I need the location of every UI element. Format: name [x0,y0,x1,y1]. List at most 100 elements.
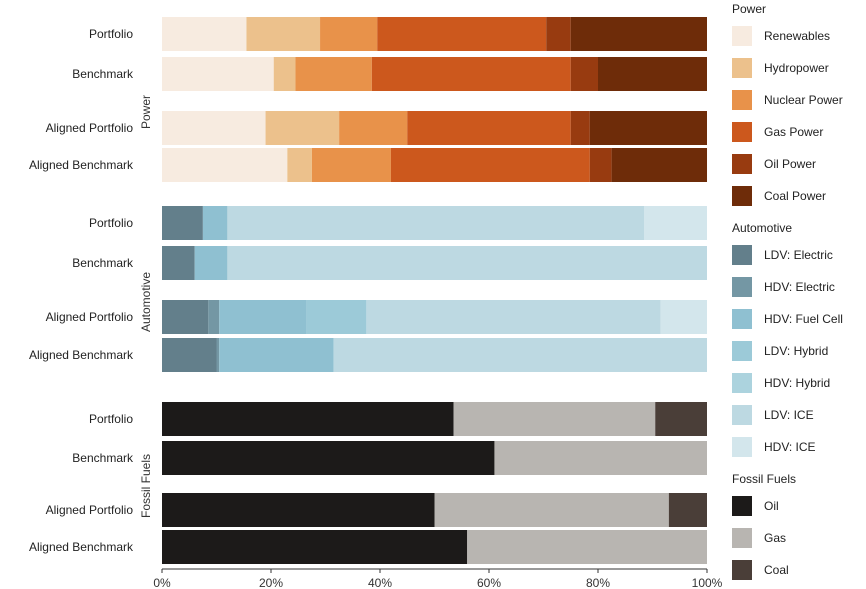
legend-swatch-gas-power [732,122,752,142]
legend-label-hdv-hybrid: HDV: Hybrid [764,376,830,390]
legend-label-ldv-hybrid: LDV: Hybrid [764,344,828,358]
legend-swatch-ldv-hybrid [732,341,752,361]
x-tick-label: 100% [692,576,723,589]
legend-swatch-ldv-ice [732,405,752,425]
category-label-aligned-portfolio: Aligned Portfolio [46,503,134,517]
legend-swatch-hdv-ice [732,437,752,457]
category-label-benchmark: Benchmark [72,256,134,270]
category-label-benchmark: Benchmark [72,67,134,81]
legend-group-automotive: Automotive LDV: Electric HDV: Electric HDV:… [732,221,843,457]
bar-segment-automotive-aligned-benchmark-hdv-fuel-cell [219,338,334,372]
category-label-aligned-benchmark: Aligned Benchmark [29,348,134,362]
x-tick-label: 20% [259,576,283,589]
legend-swatch-gas [732,528,752,548]
bar-segment-automotive-portfolio-ldv-electric [162,206,203,240]
bar-segment-automotive-portfolio-ldv-ice [227,206,645,240]
bar-segment-automotive-aligned-portfolio-hdv-fuel-cell [219,300,307,334]
legend-label-hdv-ice: HDV: ICE [764,440,816,454]
bar-segment-automotive-aligned-portfolio-hdv-ice [660,300,707,334]
bar-segment-power-portfolio-nuclear-power [320,17,378,51]
legend-group-power: Power Renewables Hydropower Nuclear Power Ga… [732,2,843,206]
bar-segment-power-portfolio-hydropower [246,17,321,51]
legend-title-power: Power [732,2,766,16]
category-label-portfolio: Portfolio [89,27,133,41]
bar-segment-automotive-aligned-benchmark-ldv-electric [162,338,217,372]
legend-label-oil: Oil [764,499,779,513]
legend-label-gas: Gas [764,531,786,545]
legend-label-gas-power: Gas Power [764,125,823,139]
category-label-benchmark: Benchmark [72,451,134,465]
legend-swatch-oil-power [732,154,752,174]
legend-swatch-coal [732,560,752,580]
bar-segment-power-aligned-benchmark-hydropower [287,148,312,182]
bar-segment-automotive-aligned-benchmark-ldv-ice [333,338,707,372]
category-label-portfolio: Portfolio [89,216,133,230]
bar-segment-fossil-fuels-benchmark-gas [494,441,707,475]
legend-label-coal-power: Coal Power [764,189,826,203]
legend: Power Renewables Hydropower Nuclear Power Ga… [732,2,843,580]
bar-segment-power-benchmark-coal-power [598,57,707,91]
bar-segment-power-aligned-benchmark-oil-power [589,148,612,182]
legend-swatch-hdv-fuel-cell [732,309,752,329]
bar-segment-power-aligned-benchmark-coal-power [611,148,708,182]
legend-swatch-hydropower [732,58,752,78]
bar-segment-automotive-aligned-portfolio-ldv-hybrid [306,300,367,334]
legend-label-hdv-fuel-cell: HDV: Fuel Cell [764,312,843,326]
bar-segment-power-aligned-benchmark-renewables [162,148,288,182]
bar-segment-automotive-portfolio-hdv-fuel-cell [202,206,228,240]
bar-segment-power-portfolio-coal-power [570,17,707,51]
bar-segment-automotive-aligned-portfolio-hdv-electric [208,300,220,334]
legend-swatch-ldv-electric [732,245,752,265]
x-axis: 0% 20% 40% 60% 80% 100% [153,568,723,589]
legend-label-renewables: Renewables [764,29,830,43]
bar-segment-fossil-fuels-benchmark-oil [162,441,495,475]
category-label-portfolio: Portfolio [89,412,133,426]
bar-segment-fossil-fuels-portfolio-gas [453,402,656,436]
legend-swatch-oil [732,496,752,516]
panel-automotive: Automotive Portfolio Benchmark Aligned Port… [29,206,707,372]
bar-segment-power-benchmark-nuclear-power [295,57,372,91]
bar-segment-fossil-fuels-aligned-benchmark-oil [162,530,468,564]
legend-title-automotive: Automotive [732,221,792,235]
legend-swatch-coal-power [732,186,752,206]
bar-segment-power-benchmark-renewables [162,57,274,91]
bar-segment-automotive-aligned-benchmark-hdv-electric [216,338,220,372]
bar-segment-fossil-fuels-aligned-portfolio-gas [434,493,669,527]
bar-segment-power-portfolio-gas-power [377,17,547,51]
panel-label-automotive: Automotive [139,272,153,332]
bar-segment-fossil-fuels-aligned-portfolio-coal [668,493,707,527]
bar-segment-power-portfolio-renewables [162,17,247,51]
plot-area: Power Portfolio Benchmark Aligned Portfolio… [29,17,708,564]
bar-segment-automotive-benchmark-ldv-electric [162,246,195,280]
x-tick-label: 60% [477,576,501,589]
bar-segment-power-aligned-portfolio-renewables [162,111,266,145]
category-label-aligned-portfolio: Aligned Portfolio [46,310,134,324]
panel-power: Power Portfolio Benchmark Aligned Portfolio… [29,17,708,182]
legend-swatch-hdv-electric [732,277,752,297]
bar-segment-power-aligned-portfolio-gas-power [407,111,571,145]
bar-segment-power-aligned-benchmark-nuclear-power [311,148,391,182]
bar-segment-power-aligned-portfolio-hydropower [265,111,340,145]
x-tick-label: 80% [586,576,610,589]
bar-segment-fossil-fuels-portfolio-coal [655,402,707,436]
category-label-aligned-benchmark: Aligned Benchmark [29,540,134,554]
legend-swatch-hdv-hybrid [732,373,752,393]
bar-segment-automotive-benchmark-hdv-fuel-cell [194,246,228,280]
bar-segment-power-benchmark-hydropower [273,57,296,91]
legend-label-oil-power: Oil Power [764,157,816,171]
legend-label-ldv-electric: LDV: Electric [764,248,833,262]
bar-segment-power-benchmark-oil-power [570,57,598,91]
panel-label-fossil-fuels: Fossil Fuels [139,454,153,518]
bar-segment-fossil-fuels-portfolio-oil [162,402,454,436]
legend-label-ldv-ice: LDV: ICE [764,408,814,422]
x-tick-label: 40% [368,576,392,589]
bar-segment-automotive-aligned-portfolio-ldv-electric [162,300,209,334]
legend-label-hdv-electric: HDV: Electric [764,280,835,294]
panel-fossil-fuels: Fossil Fuels Portfolio Benchmark Aligned Po… [29,402,707,564]
legend-group-fossil-fuels: Fossil Fuels Oil Gas Coal [732,472,796,580]
bar-segment-power-aligned-portfolio-coal-power [589,111,707,145]
bar-segment-power-aligned-portfolio-oil-power [570,111,590,145]
legend-label-hydropower: Hydropower [764,61,829,75]
bar-segment-fossil-fuels-aligned-portfolio-oil [162,493,435,527]
